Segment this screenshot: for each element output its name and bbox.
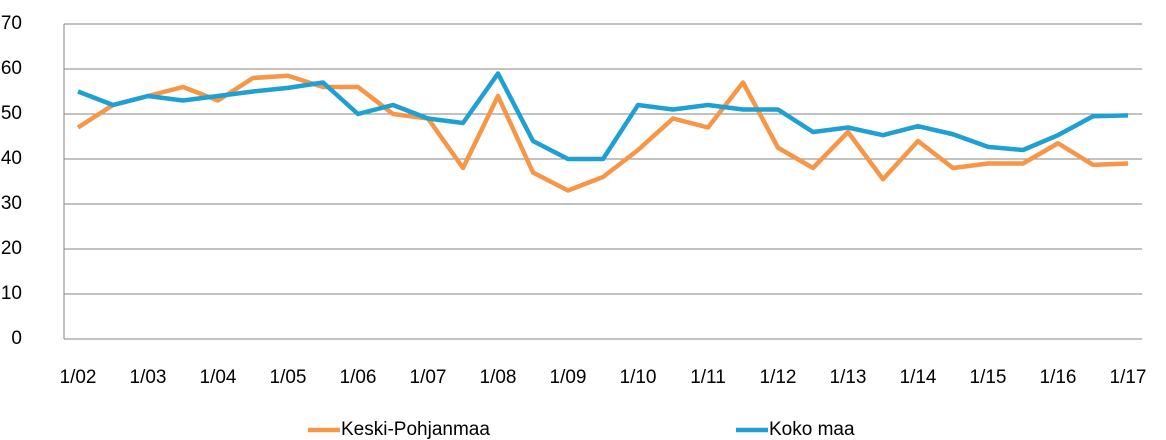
x-tick-label: 1/16	[1040, 367, 1077, 388]
legend-label: Koko maa	[769, 419, 855, 440]
x-tick-label: 1/06	[340, 367, 377, 388]
x-tick-label: 1/07	[410, 367, 447, 388]
y-tick-label: 20	[1, 238, 22, 259]
x-tick-label: 1/03	[130, 367, 167, 388]
x-tick-label: 1/15	[970, 367, 1007, 388]
x-tick-label: 1/08	[480, 367, 517, 388]
y-tick-label: 50	[1, 103, 22, 124]
legend-label: Keski-Pohjanmaa	[341, 419, 490, 440]
line-series	[76, 73, 1129, 193]
y-tick-label: 60	[1, 58, 22, 79]
y-tick-label: 0	[11, 328, 22, 349]
x-tick-label: 1/17	[1110, 367, 1147, 388]
x-tick-label: 1/12	[760, 367, 797, 388]
x-tick-label: 1/05	[270, 367, 307, 388]
x-tick-label: 1/10	[620, 367, 657, 388]
y-tick-label: 40	[1, 148, 22, 169]
x-tick-label: 1/14	[900, 367, 937, 388]
x-tick-label: 1/13	[830, 367, 867, 388]
y-tick-label: 10	[1, 283, 22, 304]
x-tick-label: 1/04	[200, 367, 237, 388]
y-tick-label: 30	[1, 193, 22, 214]
y-tick-label: 70	[1, 13, 22, 34]
x-tick-label: 1/02	[60, 367, 97, 388]
x-tick-label: 1/09	[550, 367, 587, 388]
line-series	[77, 71, 1129, 162]
x-tick-label: 1/11	[690, 367, 726, 388]
